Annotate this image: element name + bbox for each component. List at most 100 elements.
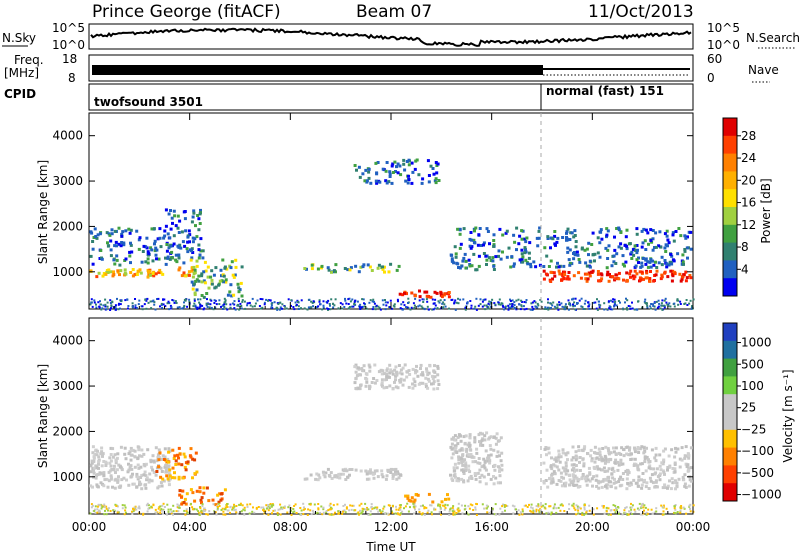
heatmap-cell [531,301,534,304]
heatmap-cell [457,455,461,459]
heatmap-cell [600,277,604,281]
heatmap-cell [563,484,567,488]
heatmap-cell [191,240,195,244]
heatmap-cell [241,300,244,303]
heatmap-cell [440,513,442,516]
heatmap-cell [573,234,577,237]
heatmap-cell [197,298,199,301]
heatmap-cell [667,465,671,469]
heatmap-cell [584,261,588,265]
heatmap-cell [146,261,150,265]
heatmap-cell [455,479,459,483]
heatmap-cell [381,475,385,479]
heatmap-cell [477,304,480,307]
heatmap-cell [177,231,181,234]
heatmap-cell [680,458,684,462]
heatmap-cell [507,308,510,311]
heatmap-cell [423,506,426,509]
heatmap-cell [92,460,96,464]
heatmap-cell [163,455,167,459]
heatmap-cell [683,303,686,305]
heatmap-cell [633,244,637,248]
heatmap-cell [169,307,172,310]
heatmap-cell [654,446,658,450]
heatmap-cell [551,477,555,481]
heatmap-cell [518,258,522,262]
heatmap-cell [176,226,180,230]
heatmap-cell [159,509,162,512]
heatmap-cell [114,308,117,311]
heatmap-cell [584,479,588,483]
heatmap-cell [537,304,540,307]
heatmap-cell [146,502,149,505]
heatmap-cell [365,179,369,183]
heatmap-cell [690,307,693,310]
colorbar-tick-label: 16 [741,196,756,210]
heatmap-cell [621,262,625,266]
heatmap-cell [199,208,202,212]
heatmap-cell [652,304,655,307]
heatmap-cell [226,293,230,297]
heatmap-cell [647,458,650,462]
heatmap-cell [229,306,232,309]
heatmap-cell [194,224,197,228]
heatmap-cell [155,257,158,261]
heatmap-cell [390,510,393,513]
heatmap-cell [532,260,536,264]
heatmap-cell [688,302,691,305]
heatmap-cell [520,229,524,233]
heatmap-cell [93,299,96,302]
heatmap-cell [139,465,143,469]
heatmap-cell [167,450,171,454]
heatmap-cell [542,269,546,273]
heatmap-cell [154,446,158,450]
heatmap-cell [394,385,398,389]
heatmap-cell [691,305,693,308]
heatmap-cell [552,470,556,474]
heatmap-cell [655,485,659,489]
heatmap-cell [462,472,466,475]
heatmap-cell [103,478,107,482]
heatmap-cell [635,251,639,255]
heatmap-cell [424,385,428,389]
heatmap-cell [453,434,457,438]
heatmap-cell [565,230,569,234]
heatmap-cell [584,475,588,479]
heatmap-cell [537,505,540,508]
heatmap-cell [167,483,171,487]
heatmap-cell [357,165,361,169]
heatmap-cell [634,249,638,252]
heatmap-cell [326,266,330,270]
heatmap-cell [614,300,617,303]
heatmap-cell [523,237,527,241]
heatmap-cell [681,253,685,257]
heatmap-cell [330,270,333,274]
heatmap-cell [622,308,625,311]
heatmap-cell [365,472,369,476]
heatmap-cell [629,506,632,509]
heatmap-cell [321,308,324,311]
heatmap-cell [558,460,562,464]
heatmap-cell [617,506,620,509]
heatmap-cell [687,468,691,472]
heatmap-cell [633,457,637,461]
heatmap-cell [90,298,93,301]
heatmap-cell [377,305,380,308]
heatmap-cell [292,306,295,308]
heatmap-cell [598,279,602,283]
heatmap-cell [459,439,463,443]
heatmap-cell [246,304,249,307]
heatmap-cell [308,298,311,301]
heatmap-cell [322,473,326,477]
heatmap-cell [385,385,389,389]
heatmap-cell [296,299,299,302]
heatmap-cell [587,241,591,245]
x-axis-title: Time UT [365,540,416,554]
heatmap-cell [111,300,114,303]
heatmap-cell [628,242,632,246]
heatmap-cell [161,457,165,461]
heatmap-cell [573,507,576,510]
heatmap-cell [660,273,664,277]
heatmap-cell [638,270,642,274]
heatmap-cell [318,299,321,302]
